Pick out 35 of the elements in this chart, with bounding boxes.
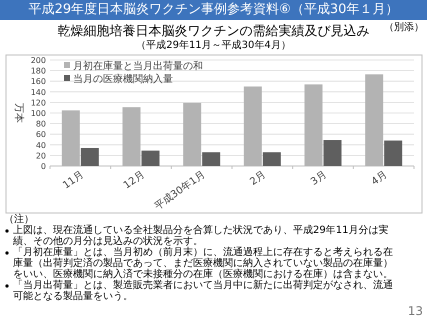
x-tick-label: 4月 xyxy=(370,169,390,188)
chart-subtitle: 乾燥細胞培養日本脳炎ワクチンの需給実績及び見込み xyxy=(58,24,370,39)
y-tick-label: 140 xyxy=(30,88,46,97)
text: （平成29年11月～平成30年4月） xyxy=(135,40,292,52)
text: （別添） xyxy=(384,22,424,34)
text: 「月初在庫量」とは、当月初め（前月末）に、流通過程上に存在すると考えられる在庫量（出荷判定済の製品であって、まだ医療機関に納入されていない製品の在庫量）をいい、医療機関に納入済で未接種分の在庫（医療機関における在庫）は含まない。 xyxy=(12,247,394,280)
x-tick-label: 12月 xyxy=(122,169,147,192)
bar xyxy=(384,140,402,166)
bar xyxy=(142,150,160,166)
x-tick-label: 平成30年1月 xyxy=(152,168,208,212)
legend-label: 当月の医療機関納入量 xyxy=(73,73,173,85)
y-tick-label: 40 xyxy=(36,140,46,150)
y-tick-label: 80 xyxy=(36,120,46,129)
bar xyxy=(80,148,99,166)
text: 上図は、現在流通している全社製品分を合算した状況であり、平成29年11月分は実績、その他の月分は見込みの状況を示す。 xyxy=(12,225,390,247)
x-tick-label: 2月 xyxy=(248,169,268,188)
legend-label: 月初在庫量と当月出荷量の和 xyxy=(73,60,203,72)
x-tick-label: 3月 xyxy=(309,169,329,188)
y-tick-label: 160 xyxy=(30,77,46,86)
bar xyxy=(262,152,281,166)
bar xyxy=(202,152,220,166)
y-tick-label: 180 xyxy=(30,66,46,76)
y-tick-label: 20 xyxy=(36,151,46,160)
y-tick-label: 0 xyxy=(40,162,46,171)
text: 13 xyxy=(408,304,423,318)
chart-title: 平成29年度日本脳炎ワクチン事例参考資料⑥（平成30年１月） xyxy=(0,0,427,20)
y-tick-label: 120 xyxy=(30,98,46,108)
y-tick-label: 200 xyxy=(30,56,46,65)
bar xyxy=(324,140,342,166)
text: （注） xyxy=(4,214,35,225)
text: 「当月出荷量」とは、製造販売業者において当月中に新たに出荷判定がなされ、流通可能となる製品量をいう。 xyxy=(12,280,394,302)
y-tick-label: 60 xyxy=(36,130,46,140)
x-tick-label: 11月 xyxy=(61,169,86,192)
y-axis-title: 万本 xyxy=(13,103,25,123)
y-tick-label: 100 xyxy=(30,109,46,118)
